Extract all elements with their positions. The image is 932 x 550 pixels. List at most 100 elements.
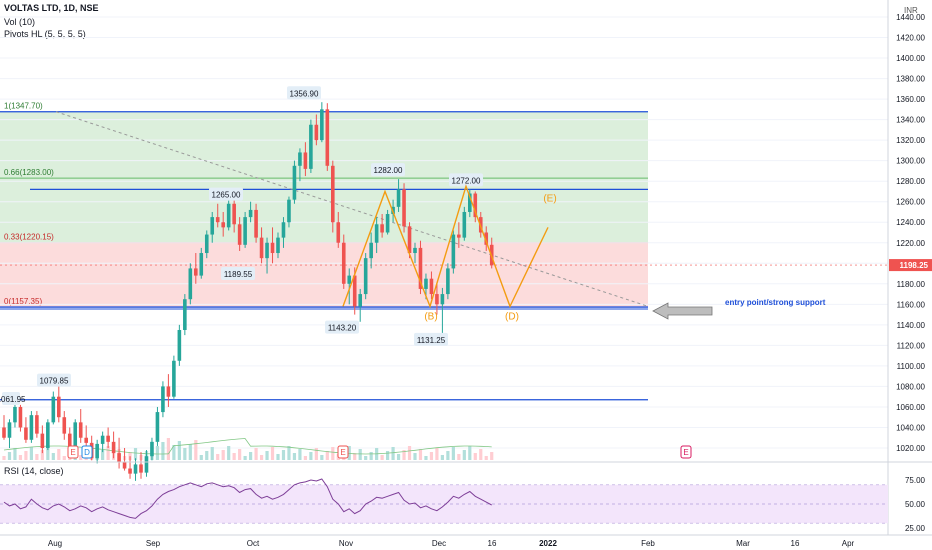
currency-label: INR xyxy=(904,6,918,15)
trend-line xyxy=(55,111,649,307)
candle xyxy=(440,294,445,305)
volume-bar xyxy=(386,451,390,460)
candle xyxy=(358,294,362,307)
volume-bar xyxy=(128,452,132,460)
candle xyxy=(150,441,154,457)
volume-bar xyxy=(281,450,286,460)
volume-bar xyxy=(35,454,39,460)
volume-bar xyxy=(314,448,318,460)
volume-bar xyxy=(380,455,384,460)
pivot-label: 1272.00 xyxy=(452,176,481,185)
candle xyxy=(341,242,346,284)
x-tick-label: Aug xyxy=(48,539,62,548)
candle xyxy=(248,209,253,218)
volume-bar xyxy=(57,449,61,460)
volume-bar xyxy=(62,456,66,460)
volume-bar xyxy=(402,450,406,460)
fib-label-1: 1(1347.70) xyxy=(4,102,43,111)
volume-bar xyxy=(216,454,220,460)
candle xyxy=(473,193,478,218)
candle xyxy=(122,462,127,469)
pivot-label-bg xyxy=(325,320,359,334)
volume-bar xyxy=(358,449,362,460)
candle xyxy=(95,443,99,459)
rsi-tick-label: 50.00 xyxy=(905,500,926,509)
candle xyxy=(254,209,258,238)
volume-bar xyxy=(369,452,373,460)
pivot-label-bg xyxy=(37,373,71,387)
candle xyxy=(78,422,83,438)
volume-bar xyxy=(298,449,302,460)
candle xyxy=(183,299,187,330)
pivots-indicator-label[interactable]: Pivots HL (5, 5, 5, 5) xyxy=(4,29,86,39)
candle xyxy=(215,217,220,223)
candle xyxy=(237,224,242,245)
pivot-label: 1131.25 xyxy=(417,336,446,345)
event-marker xyxy=(67,445,79,459)
fib-label-066: 0.66(1283.00) xyxy=(4,168,54,177)
candle xyxy=(336,222,341,243)
pivot-label: 1265.00 xyxy=(212,191,241,200)
candle xyxy=(314,124,319,141)
candle xyxy=(457,234,461,238)
x-tick-label: 16 xyxy=(488,539,497,548)
volume-bar xyxy=(331,447,335,460)
volume-bar xyxy=(101,450,105,460)
volume-bar xyxy=(265,451,269,460)
volume-bar xyxy=(155,446,160,460)
volume-bar xyxy=(24,451,28,460)
candle xyxy=(29,415,34,440)
y-tick-label: 1400.00 xyxy=(896,54,925,63)
volume-bar xyxy=(194,440,198,460)
candle xyxy=(309,124,313,169)
candle xyxy=(352,275,357,307)
candle xyxy=(402,189,406,227)
volume-bar xyxy=(51,453,55,460)
candle xyxy=(18,406,23,428)
candle xyxy=(7,422,12,438)
y-tick-label: 1060.00 xyxy=(896,403,925,412)
volume-bar xyxy=(133,448,138,460)
volume-bar xyxy=(391,447,395,460)
volume-bar xyxy=(292,453,297,460)
wave-label-b: (B) xyxy=(424,312,437,323)
candle xyxy=(177,329,182,361)
y-tick-label: 1040.00 xyxy=(896,423,925,432)
volume-bar xyxy=(29,447,33,460)
candle xyxy=(413,247,417,254)
pivot-label: 1356.90 xyxy=(290,89,319,98)
volume-indicator-label[interactable]: Vol (10) xyxy=(4,17,36,27)
rsi-indicator-label[interactable]: RSI (14, close) xyxy=(4,466,64,476)
volume-bar xyxy=(188,444,192,460)
pivot-label-bg xyxy=(449,173,483,187)
volume-bar xyxy=(210,447,214,460)
x-tick-label: Nov xyxy=(339,539,353,548)
volume-bar xyxy=(7,452,12,460)
volume-bar xyxy=(106,446,110,460)
candle xyxy=(106,435,110,442)
volume-bar xyxy=(435,448,439,460)
candle xyxy=(331,165,335,223)
y-tick-label: 1120.00 xyxy=(897,341,926,350)
volume-bar xyxy=(320,455,324,460)
y-tick-label: 1340.00 xyxy=(896,116,925,125)
volume-bar xyxy=(221,450,225,460)
y-tick-label: 1440.00 xyxy=(896,13,925,22)
candle xyxy=(155,412,160,442)
x-tick-label: Dec xyxy=(432,539,446,548)
candle xyxy=(396,189,401,207)
volume-bar xyxy=(468,446,472,460)
y-tick-label: 1240.00 xyxy=(896,218,925,227)
volume-bar xyxy=(462,450,466,460)
y-tick-label: 1160.00 xyxy=(897,300,926,309)
candle xyxy=(73,422,78,451)
volume-bar xyxy=(440,455,444,460)
x-tick-label: Apr xyxy=(842,539,855,548)
volume-bar xyxy=(2,456,6,460)
candle xyxy=(259,237,264,259)
candle xyxy=(232,203,236,225)
volume-bar xyxy=(270,447,275,460)
candle xyxy=(369,242,373,259)
volume-bar xyxy=(446,451,450,460)
